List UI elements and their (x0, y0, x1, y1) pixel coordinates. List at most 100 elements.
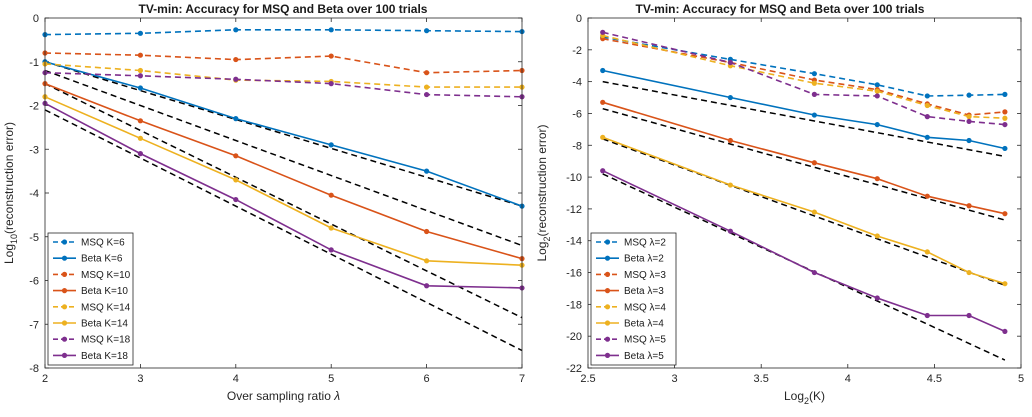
data-point (328, 247, 334, 253)
data-point (874, 295, 880, 301)
x-tick-label: 4 (845, 373, 851, 385)
x-tick-label: 4 (233, 373, 239, 385)
series-path (44, 52, 523, 74)
y-tick-label: -1 (29, 57, 39, 69)
chart-1: TV-min: Accuracy for MSQ and Beta over 1… (2, 2, 525, 403)
y-tick-label: -20 (566, 331, 582, 343)
data-point (600, 67, 606, 74)
legend-label: MSQ λ=4 (624, 302, 666, 313)
legend-marker (604, 271, 611, 277)
legend-label: Beta λ=2 (624, 254, 664, 265)
data-point (233, 153, 239, 159)
data-point (600, 29, 606, 35)
data-point (924, 93, 930, 99)
series-line (42, 94, 525, 268)
data-point (874, 93, 880, 99)
x-axis-label: Over sampling ratio λ (227, 389, 340, 403)
reference-line (602, 107, 1006, 221)
data-point (811, 71, 817, 77)
y-tick-label: -4 (572, 77, 582, 89)
data-point (424, 168, 430, 174)
series-path (44, 28, 523, 36)
legend-label: MSQ K=18 (81, 335, 131, 346)
legend-marker (604, 336, 611, 342)
legend: MSQ λ=2 Beta λ=2 MSQ λ=3 Beta λ=3 MSQ λ=4 Bet… (590, 232, 677, 366)
legend-box (590, 232, 677, 366)
data-point (233, 196, 239, 203)
axes-box (587, 17, 1022, 369)
data-point (874, 233, 880, 239)
series-line (42, 70, 525, 100)
data-point (1002, 109, 1008, 115)
data-point (1002, 281, 1008, 287)
data-point (874, 121, 880, 128)
axes-box (44, 17, 523, 369)
data-point (1002, 91, 1008, 97)
series-line (600, 99, 1008, 217)
data-point (966, 92, 972, 98)
reference-line (602, 138, 1006, 286)
y-axis-label: Log2(reconstruction error) (535, 124, 552, 261)
data-point (1002, 145, 1008, 152)
y-tick-label: -10 (566, 172, 582, 184)
legend: MSQ K=6 Beta K=6 MSQ K=10 Beta K=10 MSQ K=14… (47, 232, 134, 366)
y-tick-label: -7 (29, 319, 39, 331)
x-tick-label: 5 (328, 373, 334, 385)
legend-marker (61, 352, 68, 358)
data-point (874, 88, 880, 94)
data-point (811, 209, 817, 215)
data-point (1002, 115, 1008, 121)
data-point (727, 137, 733, 144)
legend-label: MSQ λ=3 (624, 270, 666, 281)
series-line (600, 29, 1008, 128)
data-point (727, 228, 733, 234)
data-point (233, 76, 239, 82)
data-point (137, 135, 143, 141)
legend-marker (604, 239, 611, 245)
y-tick-label: -16 (566, 268, 582, 280)
data-point (424, 28, 430, 34)
y-tick-label: -22 (566, 363, 582, 375)
legend-marker (61, 336, 68, 342)
data-point (233, 116, 239, 122)
y-tick-label: -8 (29, 363, 39, 375)
data-point (811, 91, 817, 97)
data-point (137, 30, 143, 36)
y-tick-label: -12 (566, 204, 582, 216)
chart-title: TV-min: Accuracy for MSQ and Beta over 1… (636, 2, 925, 16)
data-point (1002, 121, 1008, 128)
data-point (328, 53, 334, 59)
legend-marker (604, 320, 611, 326)
y-tick-label: -5 (29, 232, 39, 244)
series-line (42, 27, 525, 38)
data-point (966, 114, 972, 120)
data-point (328, 142, 334, 148)
series-path (44, 96, 523, 266)
data-point (966, 312, 972, 319)
chart-2: TV-min: Accuracy for MSQ and Beta over 1… (535, 2, 1024, 406)
data-point (424, 70, 430, 76)
legend-label: Beta λ=5 (624, 351, 664, 362)
data-point (137, 85, 143, 91)
legend-marker (604, 255, 611, 261)
series-path (44, 71, 523, 98)
legend-label: MSQ K=14 (81, 302, 131, 313)
data-point (233, 27, 239, 33)
data-point (874, 176, 880, 182)
legend-label: Beta K=14 (81, 319, 128, 330)
reference-line (44, 69, 523, 247)
legend-label: MSQ K=6 (81, 238, 125, 249)
data-point (874, 82, 880, 88)
legend-marker (61, 271, 68, 277)
data-point (328, 27, 334, 33)
data-point (924, 114, 930, 120)
chart-title: TV-min: Accuracy for MSQ and Beta over 1… (139, 2, 428, 16)
y-tick-label: -4 (29, 188, 39, 200)
y-tick-label: 0 (33, 13, 39, 25)
x-tick-label: 3.5 (754, 373, 769, 385)
data-point (1002, 211, 1008, 217)
data-point (424, 84, 430, 90)
data-point (328, 81, 334, 87)
data-point (727, 182, 733, 188)
